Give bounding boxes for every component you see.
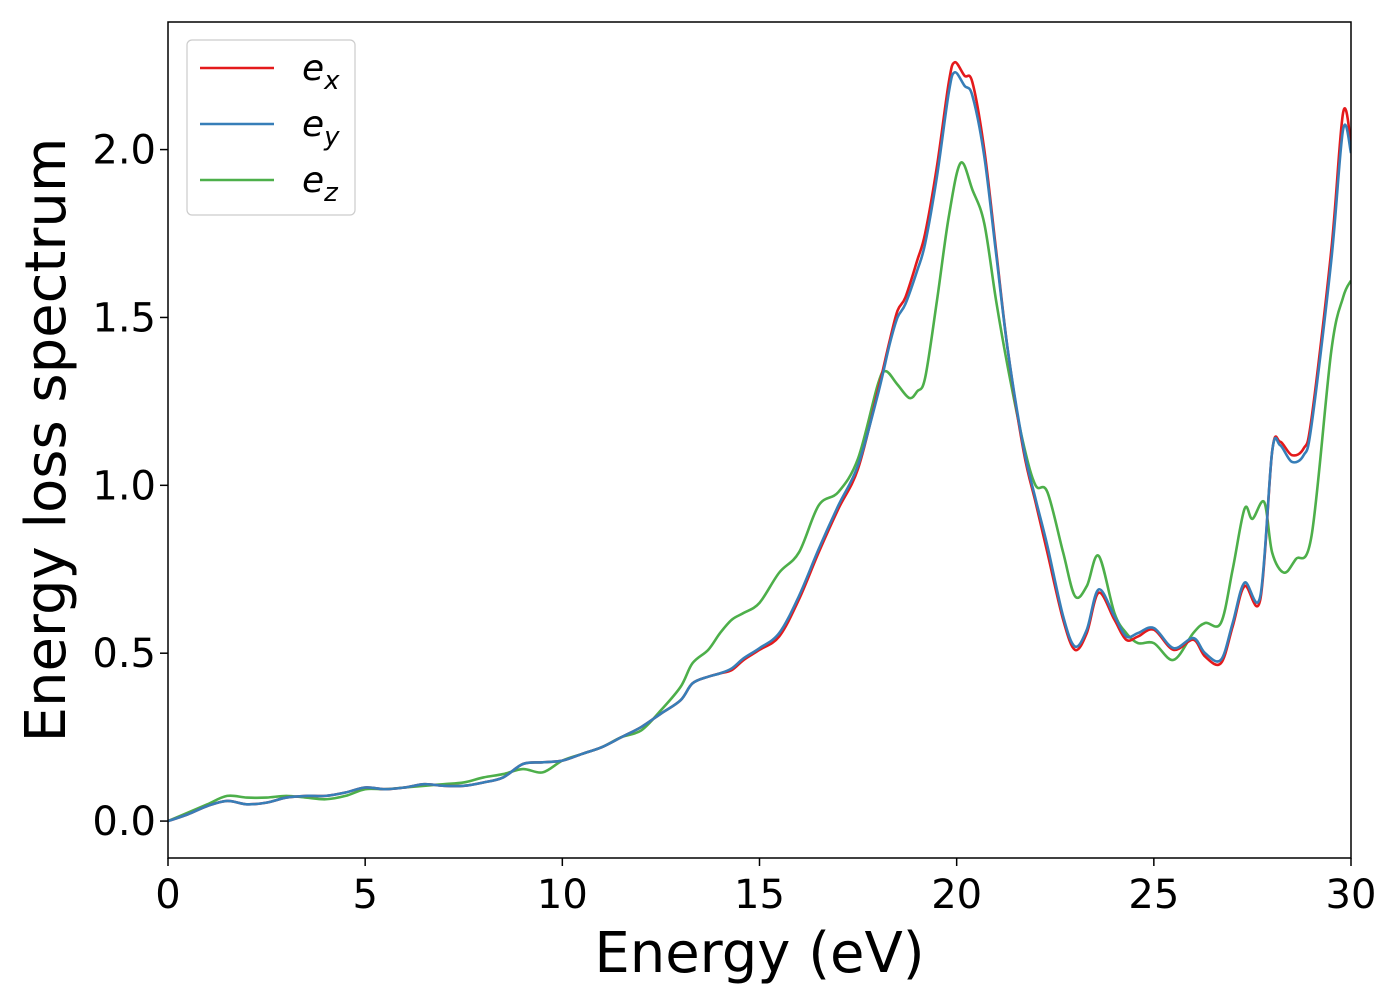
y-axis-label: Energy loss spectrum [14,138,79,743]
legend-entry-x: ex [302,48,340,96]
x-axis-label: Energy (eV) [594,921,924,986]
x-tick-label: 5 [352,872,377,918]
x-tick-label: 25 [1128,872,1179,918]
y-tick-label: 1.5 [92,295,156,341]
y-tick-label: 2.0 [92,128,156,174]
x-tick-label: 30 [1326,872,1377,918]
legend: ex ey ez [186,39,356,216]
series-lines [168,60,1351,823]
series-line-e-y [168,71,1351,823]
legend-entry-y: ey [302,104,340,152]
axis-ticks: 0 5 10 15 20 25 30 0.0 0.5 1.0 1.5 2.0 [92,128,1376,918]
y-tick-label: 0.0 [92,799,156,845]
x-tick-label: 10 [537,872,588,918]
y-tick-label: 1.0 [92,463,156,509]
x-tick-label: 0 [155,872,180,918]
series-line-e-z [168,161,1351,823]
y-tick-label: 0.5 [92,631,156,677]
x-tick-label: 15 [734,872,785,918]
x-tick-label: 20 [931,872,982,918]
legend-entry-z: ez [302,160,339,208]
legend-box [186,39,356,216]
